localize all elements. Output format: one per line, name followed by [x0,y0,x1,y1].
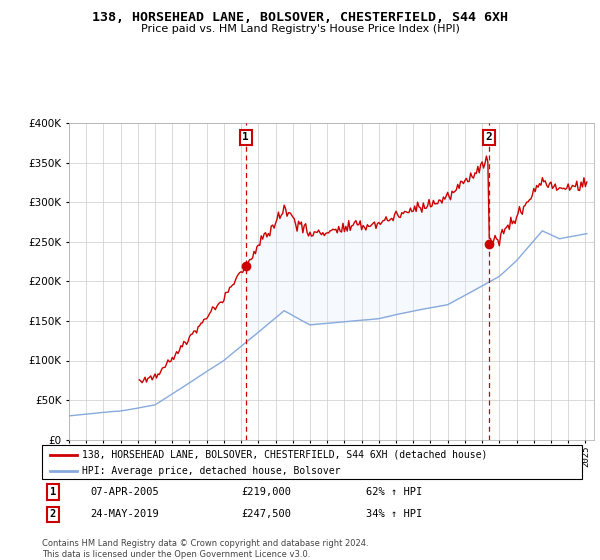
Text: 24-MAY-2019: 24-MAY-2019 [91,510,160,519]
FancyBboxPatch shape [42,445,582,479]
Text: HPI: Average price, detached house, Bolsover: HPI: Average price, detached house, Bols… [83,466,341,477]
Text: 34% ↑ HPI: 34% ↑ HPI [366,510,422,519]
Text: 1: 1 [242,132,249,142]
Text: £247,500: £247,500 [242,510,292,519]
Text: £219,000: £219,000 [242,487,292,497]
Text: Price paid vs. HM Land Registry's House Price Index (HPI): Price paid vs. HM Land Registry's House … [140,24,460,34]
Text: 2: 2 [485,132,492,142]
Text: 1: 1 [50,487,56,497]
Text: 07-APR-2005: 07-APR-2005 [91,487,160,497]
Text: 138, HORSEHEAD LANE, BOLSOVER, CHESTERFIELD, S44 6XH: 138, HORSEHEAD LANE, BOLSOVER, CHESTERFI… [92,11,508,24]
Text: 62% ↑ HPI: 62% ↑ HPI [366,487,422,497]
Text: 138, HORSEHEAD LANE, BOLSOVER, CHESTERFIELD, S44 6XH (detached house): 138, HORSEHEAD LANE, BOLSOVER, CHESTERFI… [83,450,488,460]
Text: 2: 2 [50,510,56,519]
Text: Contains HM Land Registry data © Crown copyright and database right 2024.
This d: Contains HM Land Registry data © Crown c… [42,539,368,559]
